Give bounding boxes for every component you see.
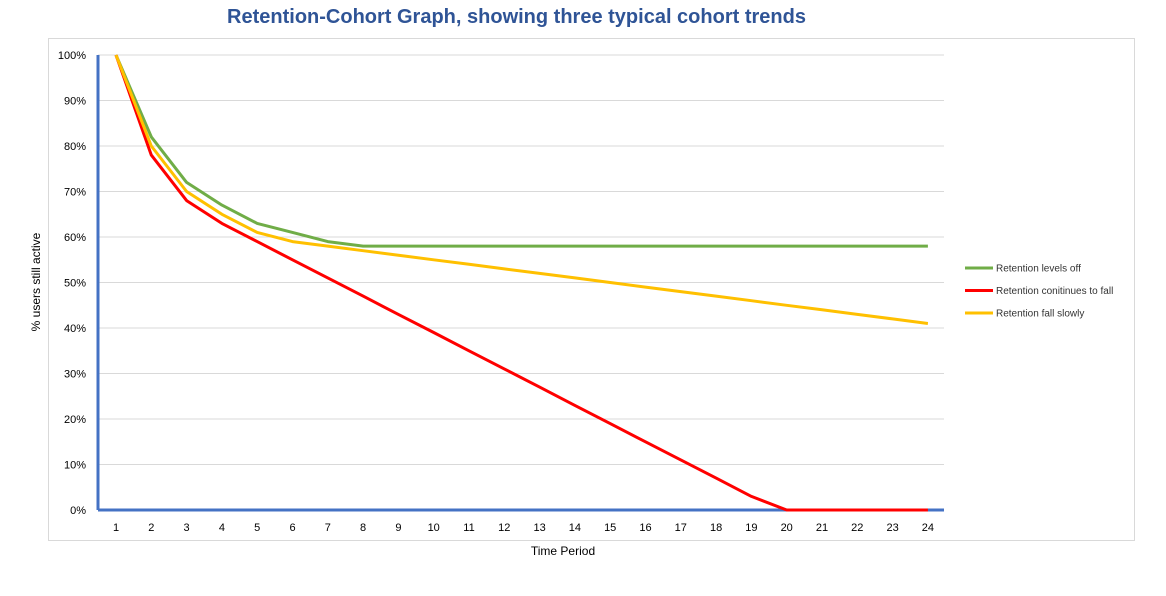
x-tick-label: 22 xyxy=(851,522,863,534)
x-tick-label: 14 xyxy=(569,522,581,534)
x-tick-label: 12 xyxy=(498,522,510,534)
y-axis-title: % users still active xyxy=(29,232,43,331)
y-tick-label: 80% xyxy=(64,141,86,153)
grid-lines xyxy=(98,54,944,465)
x-tick-label: 1 xyxy=(113,522,119,534)
x-tick-label: 17 xyxy=(675,522,687,534)
legend-label-3: Retention fall slowly xyxy=(996,309,1084,320)
x-tick-label: 13 xyxy=(533,522,545,534)
x-tick-label: 23 xyxy=(886,522,898,534)
x-tick-label: 7 xyxy=(325,522,331,534)
x-tick-label: 6 xyxy=(289,522,295,534)
y-tick-label: 0% xyxy=(70,505,86,517)
x-tick-label: 3 xyxy=(184,522,190,534)
x-tick-label: 10 xyxy=(428,522,440,534)
series-line-1 xyxy=(114,54,928,248)
x-tick-label: 4 xyxy=(219,522,225,534)
x-tick-label: 18 xyxy=(710,522,722,534)
chart-frame xyxy=(48,38,1135,541)
y-tick-label: 50% xyxy=(64,278,86,290)
tick-labels: 0%10%20%30%40%50%60%70%80%90%100%1 2 3 4 5 6 7… xyxy=(58,50,934,534)
x-tick-label: 16 xyxy=(639,522,651,534)
x-tick-label: 11 xyxy=(463,522,474,534)
chart-title: Retention-Cohort Graph, showing three ty… xyxy=(227,6,806,28)
series-line-2 xyxy=(114,54,928,512)
series-line-3 xyxy=(114,54,929,325)
x-tick-label: 8 xyxy=(360,522,366,534)
x-tick-label: 20 xyxy=(781,522,793,534)
x-tick-label: 21 xyxy=(816,522,828,534)
x-tick-label: 15 xyxy=(604,522,616,534)
x-tick-label: 5 xyxy=(254,522,260,534)
y-tick-label: 10% xyxy=(64,460,86,472)
series-lines xyxy=(114,54,929,512)
x-tick-label: 9 xyxy=(395,522,401,534)
y-tick-label: 30% xyxy=(64,369,86,381)
y-tick-label: 70% xyxy=(64,187,86,199)
x-axis-title: Time Period xyxy=(531,544,595,558)
x-tick-label: 24 xyxy=(922,522,934,534)
y-tick-label: 40% xyxy=(64,323,86,335)
y-tick-label: 20% xyxy=(64,414,86,426)
x-tick-label: 19 xyxy=(745,522,757,534)
legend-label-2: Retention conitinues to fall xyxy=(996,286,1113,297)
y-tick-label: 100% xyxy=(58,50,86,62)
x-tick-label: 2 xyxy=(148,522,154,534)
legend: Retention levels off Retention conitinues… xyxy=(965,264,1113,320)
legend-label-1: Retention levels off xyxy=(996,264,1081,275)
y-tick-label: 60% xyxy=(64,232,86,244)
y-tick-label: 90% xyxy=(64,96,86,108)
